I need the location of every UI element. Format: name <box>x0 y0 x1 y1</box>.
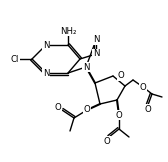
Text: O: O <box>104 137 110 145</box>
Text: N: N <box>43 69 49 77</box>
Text: O: O <box>118 71 124 81</box>
Text: N: N <box>93 50 99 58</box>
Text: O: O <box>116 110 122 120</box>
Text: O: O <box>145 104 151 114</box>
Text: O: O <box>140 82 146 92</box>
Text: N: N <box>93 35 99 45</box>
Text: O: O <box>84 105 90 115</box>
Text: N: N <box>43 40 49 50</box>
Text: N: N <box>83 63 89 71</box>
Text: NH₂: NH₂ <box>60 27 76 35</box>
Text: O: O <box>55 103 61 111</box>
Text: Cl: Cl <box>11 54 19 64</box>
